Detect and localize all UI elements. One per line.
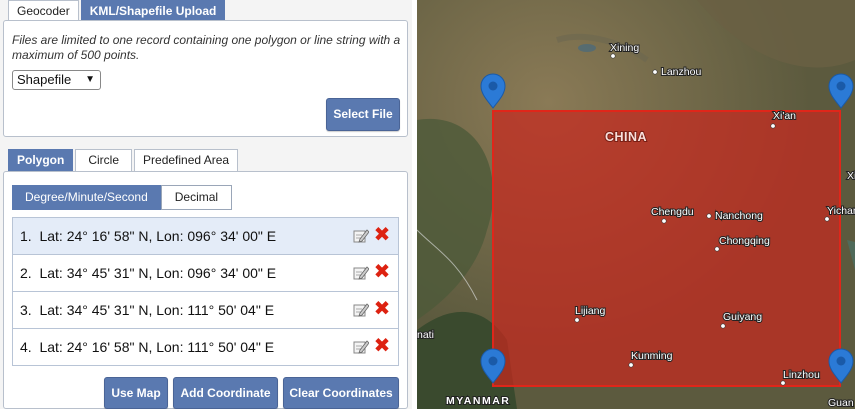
tab-kml-shapefile-upload[interactable]: KML/Shapefile Upload	[80, 0, 226, 22]
edit-icon[interactable]	[353, 339, 369, 355]
delete-icon[interactable]: ✖	[373, 335, 391, 357]
chevron-down-icon: ▼	[85, 74, 95, 85]
edit-icon[interactable]	[353, 228, 369, 244]
city-label: Nanchong	[715, 210, 763, 222]
country-label: MYANMAR	[446, 395, 510, 407]
city-label: Yichan	[827, 205, 855, 217]
format-dms-button[interactable]: Degree/Minute/Second	[12, 185, 161, 210]
coordinate-number: 4.	[20, 339, 32, 355]
coordinate-text: Lat: 34° 45' 31" N, Lon: 111° 50' 04" E	[39, 302, 275, 318]
map-marker-icon[interactable]	[480, 73, 506, 109]
clear-coordinates-button[interactable]: Clear Coordinates	[283, 377, 399, 409]
upload-section: Files are limited to one record containi…	[3, 20, 408, 137]
coordinate-panel: Geocoder KML/Shapefile Upload Files are …	[0, 0, 412, 409]
city-label: Linzhou	[783, 369, 820, 381]
city-label: Guan	[828, 397, 854, 409]
edit-icon[interactable]	[353, 302, 369, 318]
satellite-map[interactable]: Xining Lanzhou Xi'an CHINA Chengdu Nanch…	[417, 0, 855, 409]
coordinate-text: Lat: 24° 16' 58" N, Lon: 096° 34' 00" E	[39, 228, 277, 244]
delete-icon[interactable]: ✖	[373, 261, 391, 283]
map-marker-icon[interactable]	[480, 348, 506, 384]
coordinate-number: 1.	[20, 228, 32, 244]
city-label: Chengdu	[651, 206, 694, 218]
city-label: Xining	[610, 42, 639, 54]
tab-predefined-area[interactable]: Predefined Area	[134, 149, 239, 171]
coordinate-row[interactable]: 2. Lat: 34° 45' 31" N, Lon: 096° 34' 00"…	[12, 254, 399, 292]
city-label: Kunming	[631, 350, 673, 362]
upload-tabs: Geocoder KML/Shapefile Upload	[8, 0, 226, 22]
format-decimal-button[interactable]: Decimal	[160, 185, 233, 210]
map-canvas[interactable]: Xining Lanzhou Xi'an CHINA Chengdu Nanch…	[417, 0, 855, 409]
coordinate-format-toggle: Degree/Minute/Second Decimal	[12, 185, 233, 210]
coordinate-row[interactable]: 1. Lat: 24° 16' 58" N, Lon: 096° 34' 00"…	[12, 217, 399, 255]
city-label: Lijiang	[575, 305, 606, 317]
selection-polygon[interactable]	[492, 110, 841, 387]
city-label: Guiyang	[723, 311, 762, 323]
delete-icon[interactable]: ✖	[373, 224, 391, 246]
tab-circle[interactable]: Circle	[75, 149, 133, 171]
tab-geocoder[interactable]: Geocoder	[8, 0, 79, 22]
upload-limit-note: Files are limited to one record containi…	[12, 33, 401, 62]
city-label: Xi	[847, 170, 855, 182]
city-label: Chongqing	[719, 235, 770, 247]
coordinate-row[interactable]: 3. Lat: 34° 45' 31" N, Lon: 111° 50' 04"…	[12, 291, 399, 329]
shape-tabs: Polygon Circle Predefined Area	[8, 149, 239, 171]
coordinate-row[interactable]: 4. Lat: 24° 16' 58" N, Lon: 111° 50' 04"…	[12, 328, 399, 366]
polygon-coordinates-section: Degree/Minute/Second Decimal 1. Lat: 24°…	[3, 171, 408, 409]
delete-icon[interactable]: ✖	[373, 298, 391, 320]
coordinate-number: 3.	[20, 302, 32, 318]
tab-polygon[interactable]: Polygon	[8, 149, 74, 171]
region-label: CHINA	[605, 130, 647, 144]
coordinate-number: 2.	[20, 265, 32, 281]
city-dots	[574, 53, 830, 386]
city-label: Lanzhou	[661, 66, 701, 78]
file-type-value: Shapefile	[17, 72, 72, 87]
coordinate-list: 1. Lat: 24° 16' 58" N, Lon: 096° 34' 00"…	[12, 217, 399, 366]
coordinate-text: Lat: 24° 16' 58" N, Lon: 111° 50' 04" E	[39, 339, 275, 355]
select-file-button[interactable]: Select File	[326, 98, 400, 131]
use-map-button[interactable]: Use Map	[104, 377, 168, 409]
add-coordinate-button[interactable]: Add Coordinate	[173, 377, 278, 409]
coordinate-text: Lat: 34° 45' 31" N, Lon: 096° 34' 00" E	[39, 265, 277, 281]
map-marker-icon[interactable]	[828, 348, 854, 384]
file-type-select[interactable]: Shapefile ▼	[12, 70, 101, 90]
city-label: Xi'an	[773, 110, 796, 122]
edit-icon[interactable]	[353, 265, 369, 281]
map-marker-icon[interactable]	[828, 73, 854, 109]
city-label: nati	[417, 329, 434, 341]
